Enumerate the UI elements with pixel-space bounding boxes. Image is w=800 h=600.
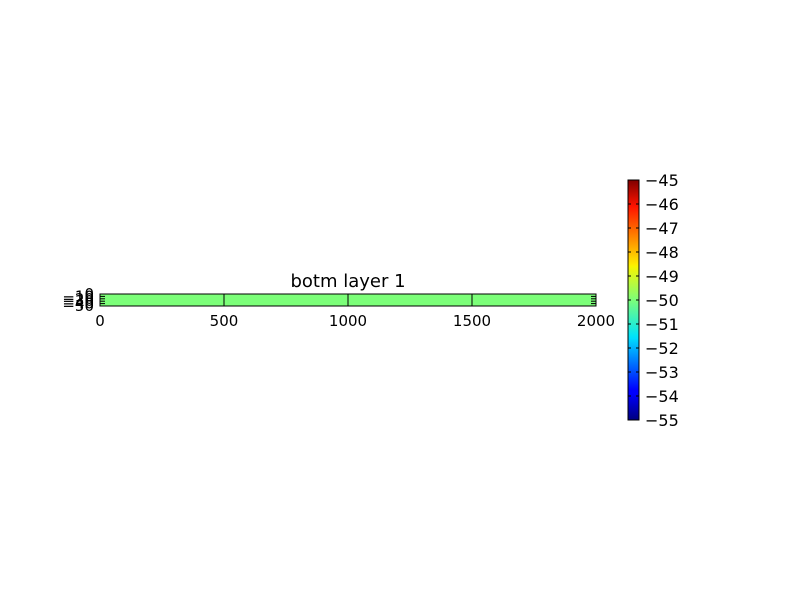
colorbar-tick-label: −46 bbox=[645, 195, 679, 214]
x-tick-label: 1000 bbox=[329, 312, 367, 330]
y-tick-label: −10 bbox=[62, 287, 94, 305]
chart-title: botm layer 1 bbox=[290, 271, 405, 292]
colorbar-tick-label: −53 bbox=[645, 363, 679, 382]
colorbar-tick-label: −55 bbox=[645, 411, 679, 430]
x-tick-label: 1500 bbox=[453, 312, 491, 330]
colorbar-tick-label: −50 bbox=[645, 291, 679, 310]
plot-area: 0 500 1000 1500 2000 0−10−20−30−40−50 bbox=[62, 285, 615, 330]
colorbar-tick-label: −54 bbox=[645, 387, 679, 406]
colorbar-tick-label: −51 bbox=[645, 315, 679, 334]
x-tick-label: 2000 bbox=[577, 312, 615, 330]
x-tick-label: 0 bbox=[95, 312, 105, 330]
x-tick-label: 500 bbox=[210, 312, 239, 330]
y-tick-label: −50 bbox=[62, 297, 94, 315]
colorbar-tick-label: −45 bbox=[645, 171, 679, 190]
colorbar-gradient bbox=[628, 180, 639, 420]
colorbar-tick-label: −48 bbox=[645, 243, 679, 262]
axes-frame bbox=[99, 293, 597, 307]
y-tick-label: −40 bbox=[62, 295, 94, 313]
colorbar: −45 −46 −47 −48 −49 −50 −51 −52 −53 −54 −55 bbox=[627, 171, 679, 430]
y-tick-label: 0 bbox=[84, 285, 94, 303]
y-tick-label: −20 bbox=[62, 290, 94, 308]
colorbar-tick-label: −52 bbox=[645, 339, 679, 358]
colorbar-tick-label: −49 bbox=[645, 267, 679, 286]
colorbar-tick-label: −47 bbox=[645, 219, 679, 238]
y-tick-label: −30 bbox=[62, 292, 94, 310]
